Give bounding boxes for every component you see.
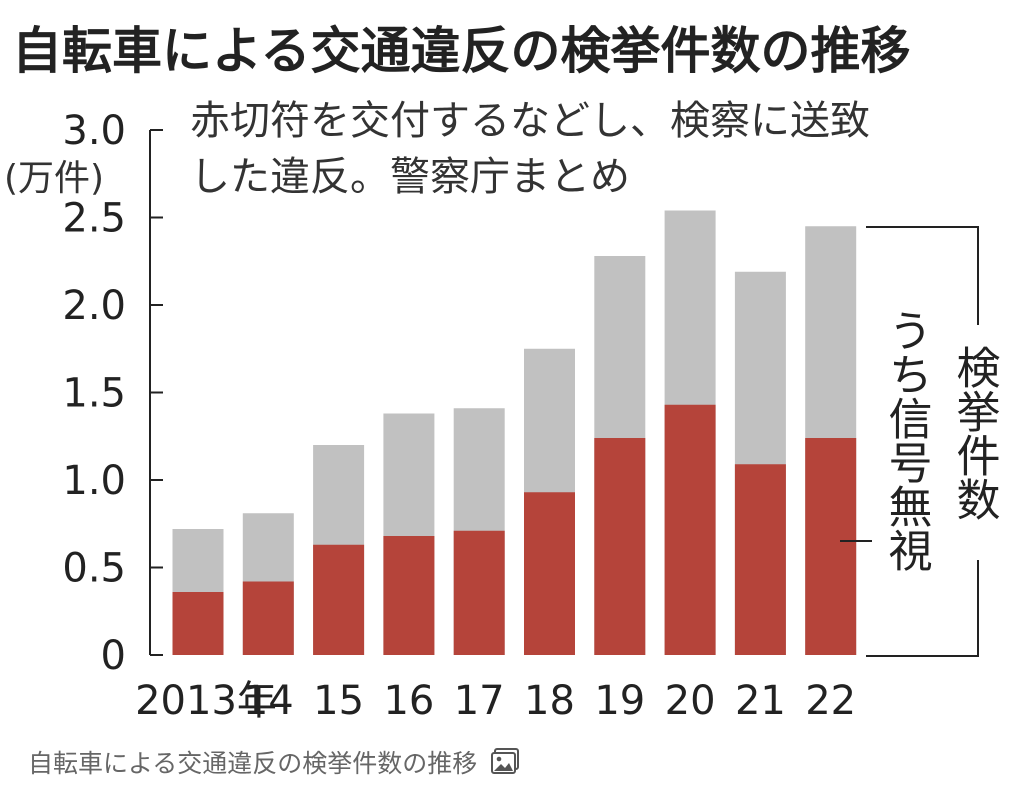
chart-subtitle-line-2: した違反。警察庁まとめ — [190, 154, 630, 200]
y-tick-label: 2.0 — [62, 283, 126, 329]
y-axis-unit: (万件) — [4, 158, 104, 199]
chart-figure: 自転車による交通違反の検挙件数の推移 赤切符を交付するなどし、検察に送致 した違… — [4, 22, 1000, 724]
legend-total-label: 検挙件数 — [949, 345, 1000, 521]
y-tick-label: 0 — [101, 633, 126, 679]
y-tick-label: 1.0 — [62, 458, 126, 504]
caption-row: 自転車による交通違反の検挙件数の推移 — [28, 742, 521, 782]
x-tick-label: 16 — [383, 678, 434, 724]
bar-signal — [524, 492, 575, 655]
y-tick-label: 2.5 — [62, 196, 126, 242]
x-tick-label: 2013年 — [135, 678, 277, 724]
y-axis: 0 0.5 1.0 1.5 2.0 2.5 3.0 — [62, 108, 163, 679]
bar-signal — [594, 438, 646, 655]
x-tick-label: 18 — [524, 678, 575, 724]
y-tick-label: 0.5 — [62, 546, 126, 592]
y-tick-label: 1.5 — [62, 371, 126, 417]
x-tick-label: 21 — [735, 678, 786, 724]
x-tick-label: 17 — [454, 678, 505, 724]
bar-signal — [805, 438, 857, 655]
bars — [172, 210, 857, 655]
x-tick-label: 20 — [665, 678, 716, 724]
image-caption: 自転車による交通違反の検挙件数の推移 — [28, 749, 478, 778]
x-tick-label: 19 — [594, 678, 645, 724]
x-tick-label: 14 — [243, 678, 294, 724]
bar-signal — [453, 530, 505, 655]
y-tick-label: 3.0 — [62, 108, 126, 154]
bar-signal — [734, 464, 786, 655]
x-tick-label: 22 — [805, 678, 856, 724]
bar-signal — [313, 544, 365, 655]
chart-subtitle-line-1: 赤切符を交付するなどし、検察に送致 — [190, 98, 870, 144]
bar-signal — [172, 592, 224, 655]
bar-signal — [383, 536, 435, 655]
chart-title: 自転車による交通違反の検挙件数の推移 — [12, 22, 911, 80]
image-icon[interactable] — [491, 746, 521, 778]
legend-signal-label: うち信号無視 — [881, 308, 932, 572]
bar-signal — [664, 404, 716, 655]
legend-total-bracket — [866, 226, 979, 657]
legend: うち信号無視 検挙件数 — [840, 226, 1000, 657]
bar-signal — [242, 581, 294, 655]
x-tick-label: 15 — [313, 678, 364, 724]
